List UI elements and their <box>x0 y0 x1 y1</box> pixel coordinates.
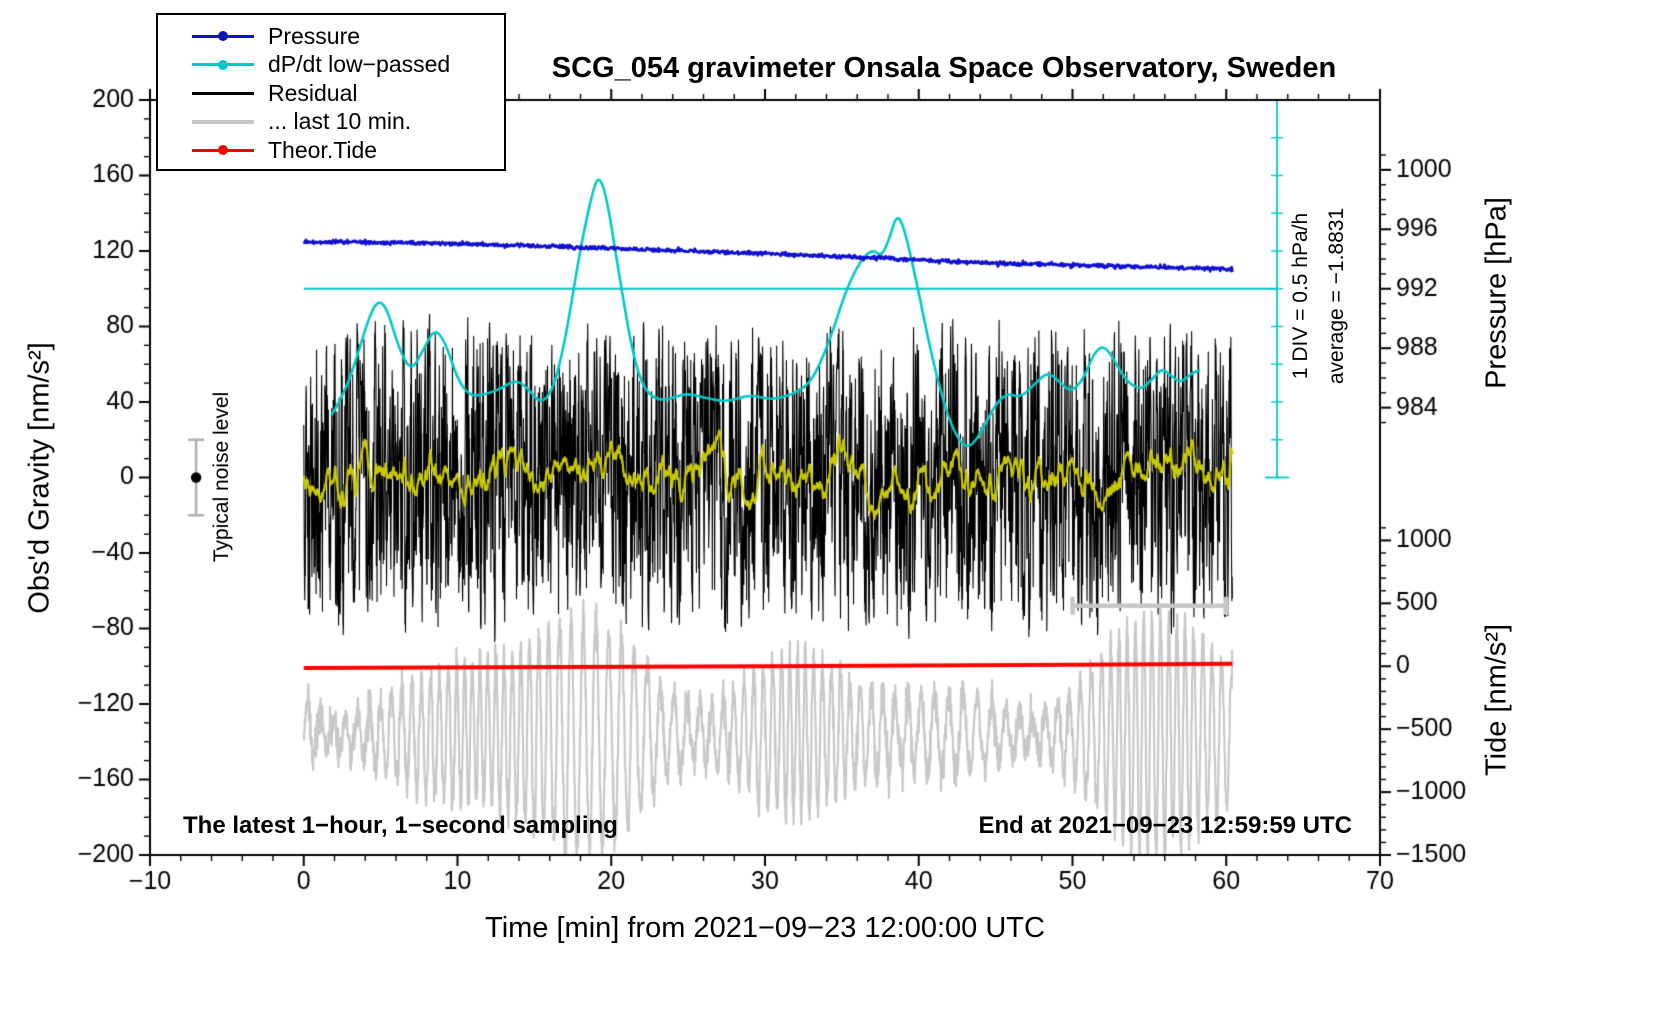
legend-item: dP/dt low−passed <box>158 51 504 80</box>
sampling-note: The latest 1−hour, 1−second sampling <box>183 812 618 839</box>
legend-sample-line <box>192 119 254 124</box>
y-axis-label-pressure: Pressure [hPa] <box>1480 197 1513 389</box>
legend-sample <box>192 145 254 156</box>
legend-item: Residual <box>158 79 504 108</box>
x-axis-label: Time [min] from 2021−09−23 12:00:00 UTC <box>485 912 1045 944</box>
legend-item-label: ... last 10 min. <box>268 108 412 135</box>
average-annotation: average = −1.8831 <box>1325 207 1348 385</box>
end-time-note: End at 2021−09−23 12:59:59 UTC <box>978 812 1352 839</box>
page-title: SCG_054 gravimeter Onsala Space Observat… <box>551 52 1337 84</box>
legend-dot <box>218 59 228 70</box>
legend-item: Pressure <box>158 22 504 51</box>
y-axis-label-gravity: Obs'd Gravity [nm/s²] <box>23 342 56 614</box>
legend-item-label: Pressure <box>268 22 361 49</box>
legend-sample <box>192 119 254 124</box>
legend-sample <box>192 31 254 42</box>
noise-level-annotation: Typical noise level <box>210 391 233 563</box>
div-scale-annotation: 1 DIV = 0.5 hPa/h <box>1289 212 1312 380</box>
legend-dot <box>218 31 228 42</box>
legend-item-label: dP/dt low−passed <box>268 51 451 78</box>
legend-item: ... last 10 min. <box>158 108 504 137</box>
legend-item-label: Theor.Tide <box>268 136 378 163</box>
y-axis-label-tide: Tide [nm/s²] <box>1480 623 1513 777</box>
legend-item-label: Residual <box>268 79 358 106</box>
legend: Pressure dP/dt low−passed Residual... last… <box>156 13 506 171</box>
legend-item: Theor.Tide <box>158 136 504 165</box>
legend-dot <box>218 145 228 156</box>
legend-sample <box>192 91 254 95</box>
legend-sample-line <box>192 91 254 95</box>
legend-sample <box>192 59 254 70</box>
